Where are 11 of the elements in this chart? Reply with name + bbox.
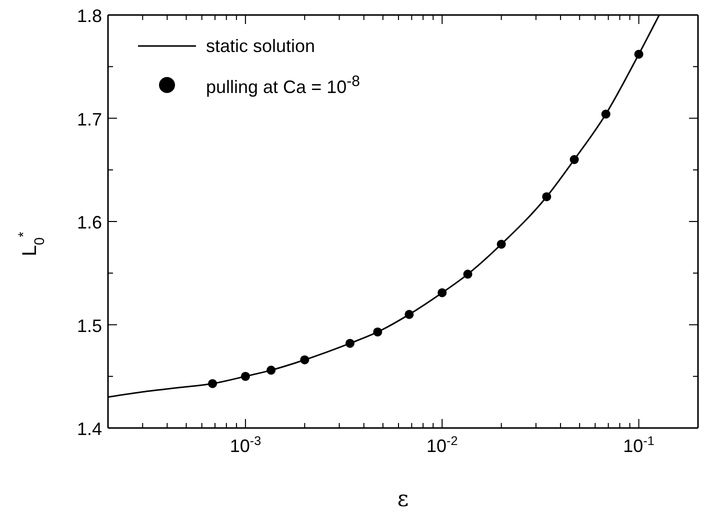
y-tick-label: 1.5 bbox=[76, 316, 102, 336]
x-tick-label: 10$^{-2}$ bbox=[426, 434, 458, 456]
y-tick-label: 1.8 bbox=[76, 6, 102, 26]
y-tick-label: 1.6 bbox=[76, 212, 102, 232]
y-tick-label: 1.7 bbox=[76, 109, 102, 130]
x-tick-label: 10$^{-1}$ bbox=[623, 434, 654, 456]
y-tick-label: 1.4 bbox=[76, 419, 102, 439]
legend-label: pulling at Ca = 10$^{-8}$ bbox=[206, 72, 360, 99]
x-tick-label: 10$^{-3}$ bbox=[230, 434, 262, 456]
x-axis-title: ε bbox=[397, 487, 409, 512]
legend-label: static solution bbox=[206, 35, 316, 58]
